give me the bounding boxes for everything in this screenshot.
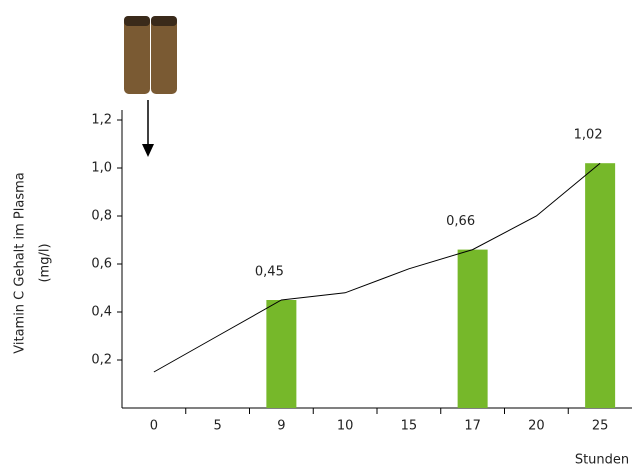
- y-tick-label: 0,4: [91, 305, 112, 320]
- x-tick-label: 9: [277, 419, 285, 434]
- x-tick-label: 10: [337, 419, 354, 434]
- value-label: 1,02: [574, 128, 603, 143]
- bar: [457, 249, 488, 408]
- x-tick-label: 5: [213, 419, 221, 434]
- y-tick-label: 1,0: [91, 161, 112, 176]
- x-axis-label: Stunden: [575, 453, 629, 468]
- bar: [266, 300, 297, 408]
- bottle-icon: [124, 16, 177, 94]
- y-axis-label: (mg/l): [38, 243, 53, 282]
- x-tick-label: 25: [592, 419, 609, 434]
- y-tick-label: 0,6: [91, 257, 112, 272]
- y-tick-label: 0,2: [91, 353, 112, 368]
- bar: [585, 163, 616, 408]
- y-axis-label: Vitamin C Gehalt im Plasma: [13, 172, 28, 354]
- trend-line: [153, 162, 601, 373]
- value-label: 0,66: [446, 214, 475, 229]
- value-label: 0,45: [255, 265, 284, 280]
- x-tick-label: 20: [528, 419, 545, 434]
- x-tick-label: 15: [401, 419, 418, 434]
- arrow-head: [142, 144, 154, 157]
- x-tick-label: 17: [464, 419, 481, 434]
- y-tick-label: 0,8: [91, 209, 112, 224]
- y-tick-label: 1,2: [91, 113, 112, 128]
- x-tick-label: 0: [150, 419, 158, 434]
